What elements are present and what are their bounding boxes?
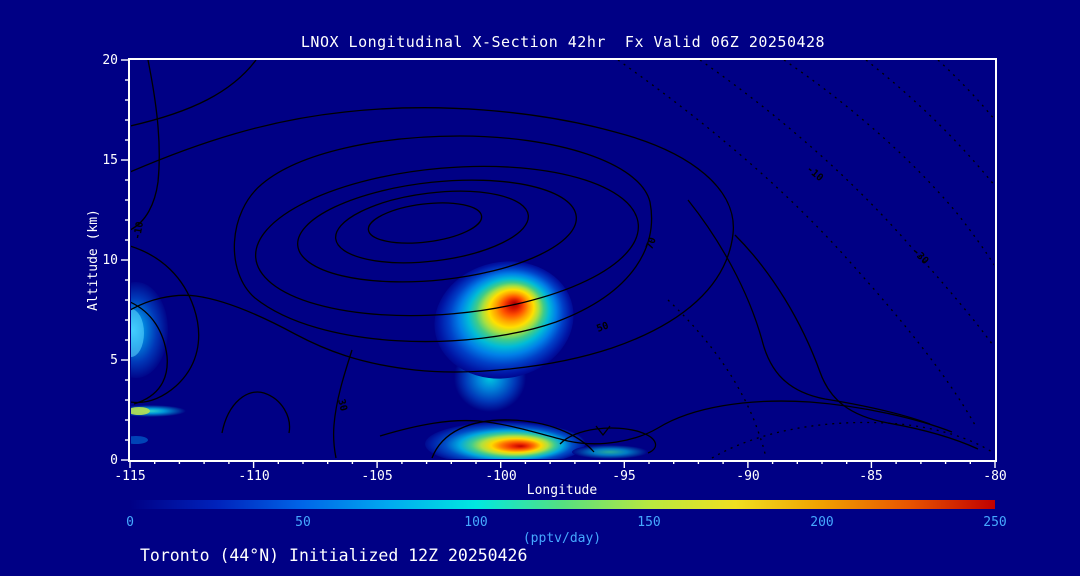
contour-path [131, 107, 734, 373]
midlevel-plume [434, 261, 574, 379]
contour-path [131, 301, 168, 405]
contour-label: 70 [644, 236, 658, 251]
shaded-field [131, 261, 648, 459]
contour-path [379, 400, 953, 445]
x-tick-label: -85 [859, 469, 882, 484]
colorbar-tick-label: 200 [810, 515, 833, 530]
x-tick-label: -90 [736, 469, 759, 484]
contour-path [233, 135, 653, 343]
chart-title: LNOX Longitudinal X-Section 42hr Fx Vali… [301, 33, 825, 51]
colorbar-tick-label: 0 [126, 515, 134, 530]
contour-path [367, 202, 483, 244]
contour-path [297, 179, 577, 283]
contour-path [221, 391, 291, 434]
x-axis-label: Longitude [527, 483, 598, 498]
colorbar [130, 500, 995, 509]
contour-path [734, 234, 979, 450]
contour-path [559, 427, 657, 454]
surface-plume [425, 422, 585, 459]
y-tick-label: 15 [102, 153, 118, 168]
contour-path-dotted [617, 60, 976, 426]
y-tick-label: 10 [102, 253, 118, 268]
colorbar-tick-label: 50 [295, 515, 311, 530]
y-tick-label: 20 [102, 53, 118, 68]
y-axis-ticks [121, 59, 130, 461]
y-axis-label: Altitude (km) [86, 209, 101, 311]
x-tick-label: -95 [612, 469, 635, 484]
contour-path [131, 60, 257, 127]
contour-path [332, 349, 353, 459]
west-edge-plume [131, 282, 168, 378]
y-axis-tick-labels: 0 5 10 15 20 [102, 53, 118, 468]
west-edge-smudge [131, 436, 148, 444]
x-axis-ticks [129, 460, 996, 468]
contour-label: 50 [595, 320, 610, 334]
contour-path [131, 245, 200, 404]
colorbar-units-label: (pptv/day) [523, 531, 601, 546]
colorbar-tick-label: 100 [464, 515, 487, 530]
footer-annotation: Toronto (44°N) Initialized 12Z 20250426 [140, 546, 527, 565]
colorbar-tick-label: 150 [637, 515, 660, 530]
contour-label: 30 [335, 398, 349, 412]
contour-path-dotted [667, 299, 767, 459]
contour-path [431, 419, 595, 459]
x-tick-label: -100 [485, 469, 516, 484]
x-axis-tick-labels: -115 -110 -105 -100 -95 -90 -85 -80 [114, 469, 1006, 484]
x-tick-label: -110 [238, 469, 269, 484]
y-tick-label: 5 [110, 353, 118, 368]
west-edge-streak-core [131, 407, 150, 415]
contour-path [254, 165, 640, 317]
contour-path-dotted [699, 60, 994, 348]
contour-path [334, 190, 530, 264]
contour-lines [131, 60, 994, 459]
colorbar-tick-labels: 0 50 100 150 200 250 [126, 515, 1007, 530]
x-tick-label: -105 [361, 469, 392, 484]
contour-label: -10 [132, 221, 146, 241]
contour-path [131, 60, 160, 231]
surface-streak-east [572, 445, 648, 459]
x-tick-label: -80 [983, 469, 1006, 484]
contour-path [687, 199, 931, 425]
colorbar-tick-label: 250 [983, 515, 1006, 530]
west-edge-plume-core [131, 309, 144, 357]
x-tick-label: -115 [114, 469, 145, 484]
contour-path-dotted [865, 60, 994, 186]
y-tick-label: 0 [110, 453, 118, 468]
